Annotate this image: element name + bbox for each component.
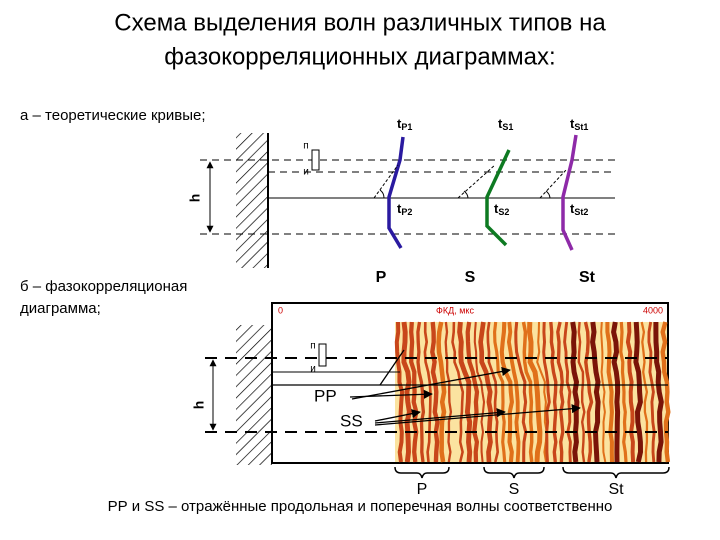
stripe [430,321,440,463]
stripe [493,321,507,463]
stripe [444,321,453,463]
curve-label-sub: St2 [574,207,588,217]
stripe [499,321,514,463]
title: фазокорреляционных диаграммах: [164,43,555,70]
curve-label-base: t [570,201,575,216]
stripe [486,321,500,463]
stripe [660,321,671,463]
braces [394,466,670,479]
marker-label: и [310,364,316,375]
footnote: РР и SS – отражённые продольная и попере… [108,498,613,515]
stripe [590,321,601,463]
stripe [600,321,607,463]
stripes [394,321,671,463]
stripe [570,321,580,463]
stripe [625,321,636,463]
title: Схема выделения волн различных типов на [114,9,606,36]
wall [236,325,272,465]
stripe [416,321,426,463]
stripe [640,321,649,463]
curve-label: tP2 [397,201,412,217]
stripe [409,321,419,463]
stripe [619,321,628,463]
curves [387,134,578,251]
marker-label: п [310,341,315,352]
marker-label: п [303,141,308,152]
layers [205,357,668,433]
depth-label: h [191,401,207,410]
stripe [542,321,551,463]
curve-label-base: t [494,201,499,216]
stripe [478,321,494,463]
stripe [611,321,621,463]
marker [318,343,327,367]
stripe [436,321,447,463]
curve-label: tS1 [498,116,513,132]
wave-label: S [509,481,520,498]
wave-label: P [417,481,428,498]
stripe [514,321,528,462]
caption: а – теоретические кривые; [20,107,206,124]
reflected-label: SS [340,411,363,430]
stripe [577,321,586,463]
axis-label: 0 [278,305,283,315]
curve-label: tSt2 [570,201,588,217]
stripe [394,321,405,463]
curve-label: tSt1 [570,116,588,132]
curve-label-base: t [397,116,402,131]
wave-labels: P S St [417,481,624,498]
stripe [506,321,521,463]
stripe [605,322,615,463]
stripe [521,321,534,463]
axis-label: 4000 [643,305,663,315]
stripe [457,321,473,463]
curve-label-sub: P1 [401,122,412,132]
marker [311,149,320,171]
curve-label-sub: P2 [401,207,412,217]
stripe [451,321,465,463]
angle-lines [373,164,567,199]
wave-label: St [579,269,596,286]
stripe [549,321,558,463]
marker-label: и [303,167,309,178]
wave-labels: P S St [376,269,596,286]
stripe [556,321,565,463]
layers [200,159,615,235]
wave-label: P [376,269,387,286]
stripe [633,321,644,463]
wave-label: St [608,481,624,498]
stripe [527,321,543,463]
curve-label-sub: St1 [574,122,588,132]
stripe [653,322,664,463]
depth-label: h [187,194,203,203]
curve-label: tP1 [397,116,412,132]
curve-label: tS2 [494,201,509,217]
arrows [349,349,581,426]
stripe [563,321,572,463]
stripe [583,321,594,463]
wave-label: S [465,269,476,286]
curve-label-base: t [397,201,402,216]
reflected-label: PP [314,386,337,405]
stripe [401,321,412,463]
stripe [647,321,656,463]
curve-label-base: t [498,116,503,131]
caption: б – фазокорреляционая [20,278,187,295]
curve-label-sub: S2 [498,207,509,217]
wall [236,133,268,268]
curve-label-base: t [570,116,575,131]
stripe [473,321,486,463]
axis-title: ФКД, мкс [436,305,474,315]
caption: диаграмма; [20,300,101,317]
stripe [465,321,480,463]
curve-label-sub: S1 [502,122,513,132]
